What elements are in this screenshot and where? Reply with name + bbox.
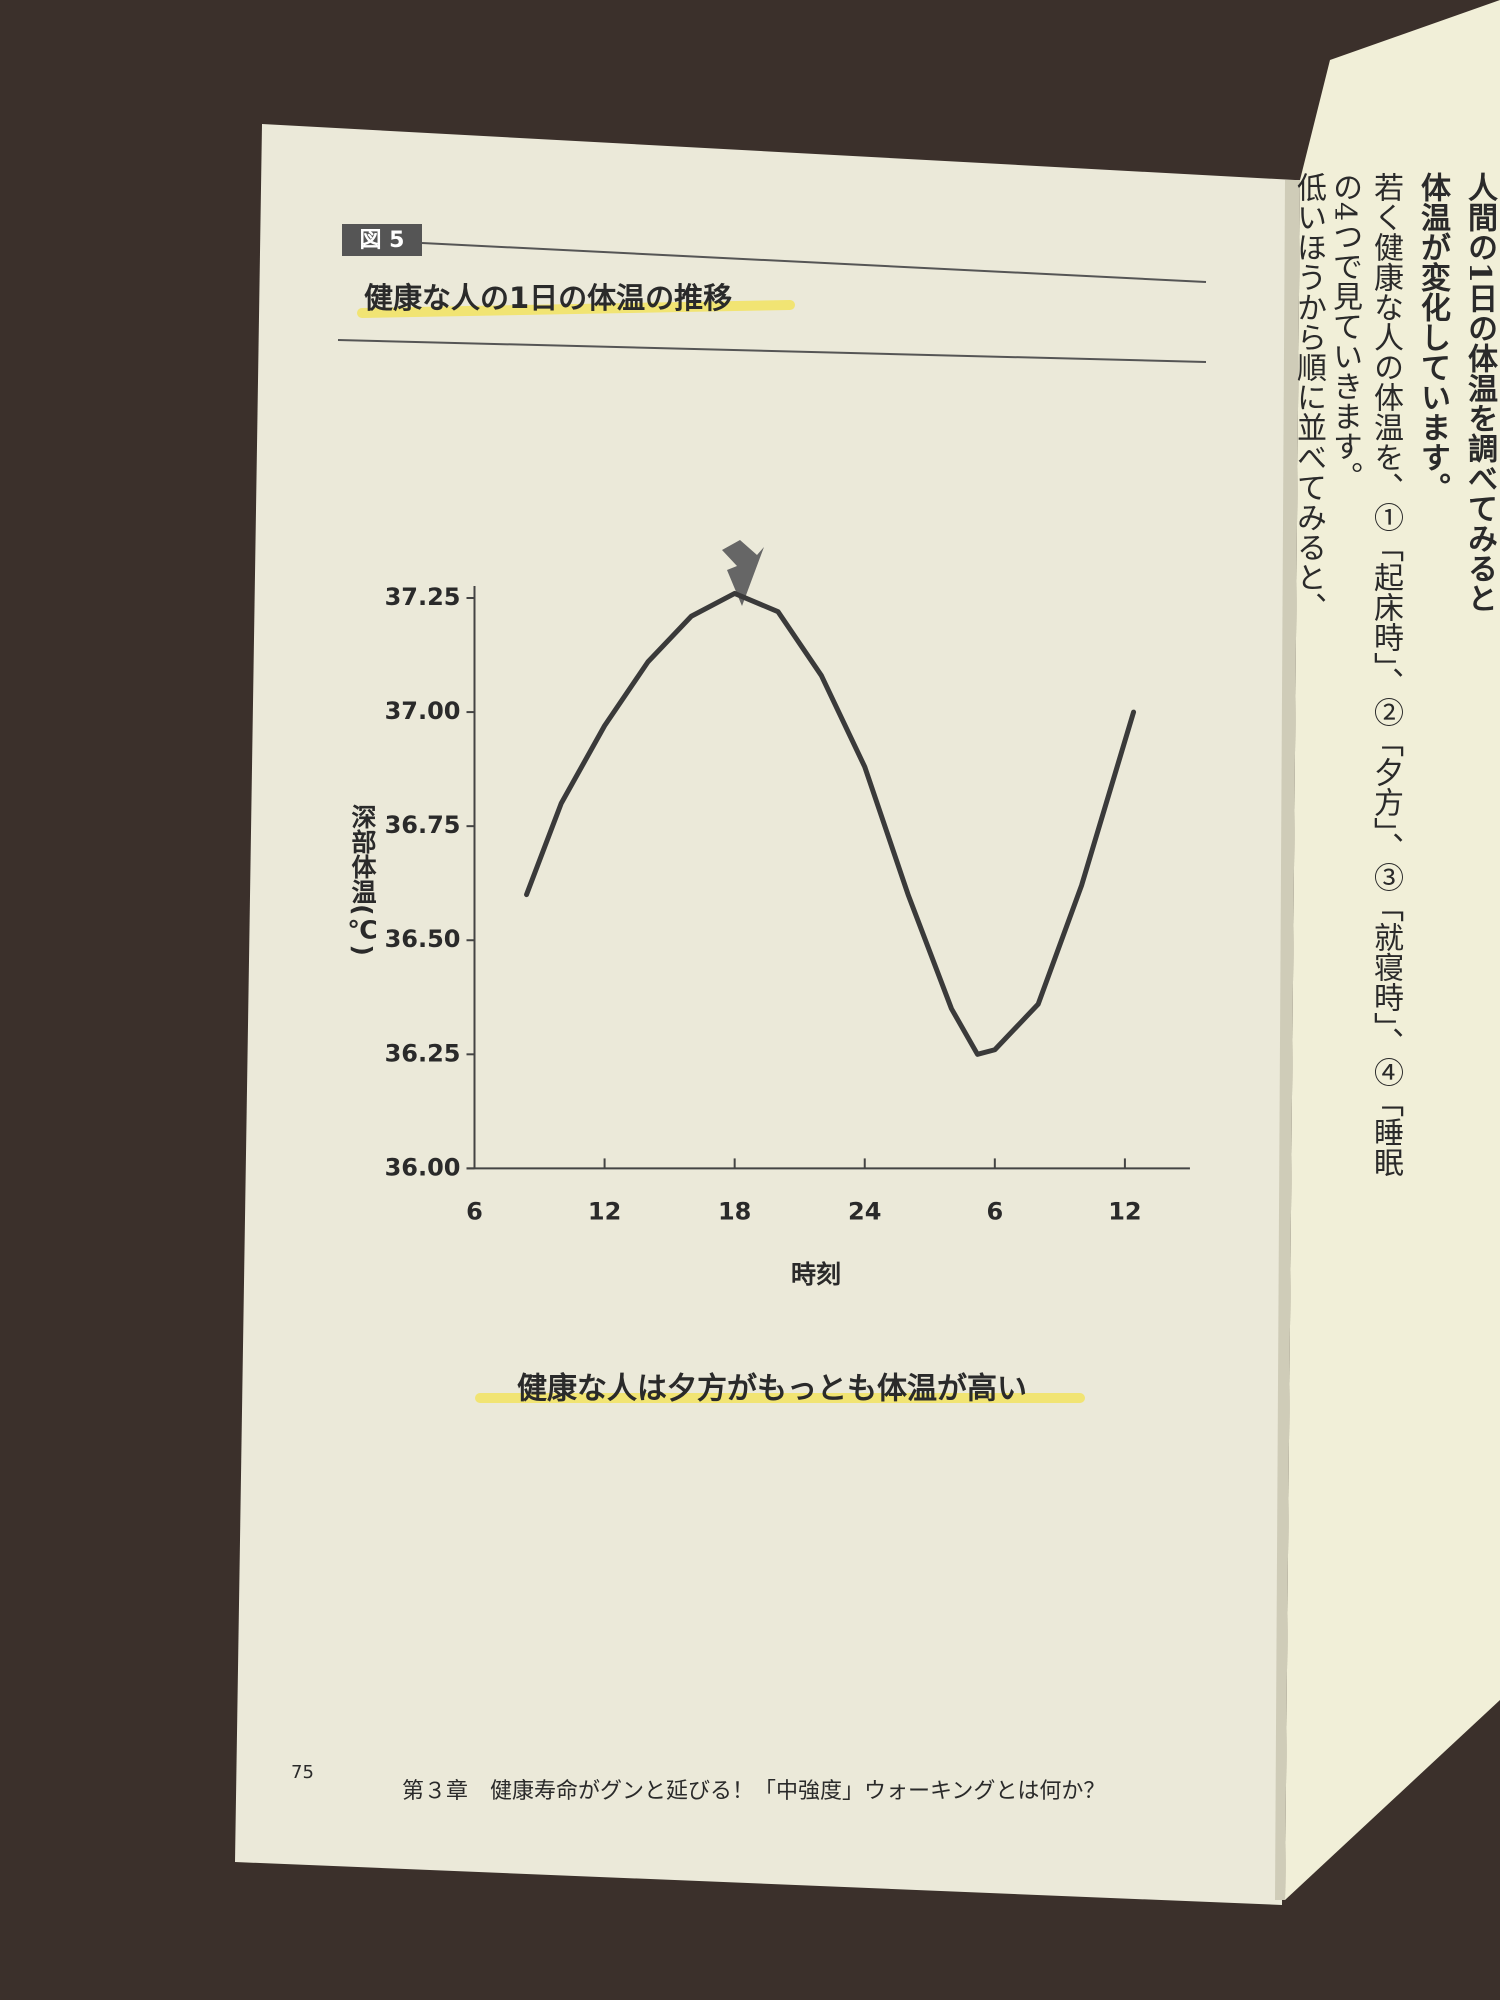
x-tick-label: 18: [718, 1197, 751, 1225]
x-tick-label: 24: [848, 1197, 881, 1225]
rule: [337, 339, 1207, 363]
body-text: 体温が変化しています。: [1415, 172, 1451, 502]
y-tick-label: 37.00: [385, 697, 461, 725]
rule: [421, 242, 1207, 283]
right-page-text: 人間の1日の体温を調べてみると体温が変化しています。若く健康な人の体温を、①「起…: [1291, 172, 1498, 1177]
temperature-line: [524, 590, 1137, 1057]
x-tick-label: 12: [1108, 1197, 1141, 1225]
page-number: 75: [291, 1762, 314, 1783]
body-text: 低いほうから順に並べてみると、: [1291, 172, 1327, 622]
y-tick-label: 36.75: [385, 811, 461, 839]
body-text: 人間の1日の体温を調べてみると: [1462, 172, 1498, 613]
y-tick-label: 36.25: [385, 1039, 461, 1067]
x-tick-label: 12: [588, 1197, 621, 1225]
footer: 第３章 健康寿命がグンと延びる！「中強度」ウォーキングとは何か？: [402, 1779, 1105, 1804]
y-axis-label: 深部体温(℃): [348, 804, 377, 956]
chart-title: 健康な人の1日の体温の推移: [364, 281, 732, 315]
figure-label-box: [342, 224, 422, 256]
highlight: [357, 300, 795, 318]
x-axis-label: 時刻: [791, 1260, 841, 1289]
gutter: [1275, 180, 1300, 1900]
x-tick-label: 6: [466, 1197, 483, 1225]
y-tick-label: 36.50: [385, 925, 461, 953]
figure-label: 図 5: [360, 228, 405, 253]
left-page: [235, 124, 1295, 1905]
right-page: [1285, 0, 1500, 1900]
x-tick-label: 6: [986, 1197, 1003, 1225]
body-text: 若く健康な人の体温を、①「起床時」、②「夕方」、③「就寝時」、④「睡眠: [1368, 172, 1404, 1177]
y-tick-label: 37.25: [385, 583, 461, 611]
body-text: の4つで見ていきます。: [1327, 172, 1362, 491]
y-tick-label: 36.00: [385, 1153, 461, 1181]
peak-arrow: [722, 540, 764, 606]
caption: 健康な人は夕方がもっとも体温が高い: [517, 1372, 1027, 1407]
